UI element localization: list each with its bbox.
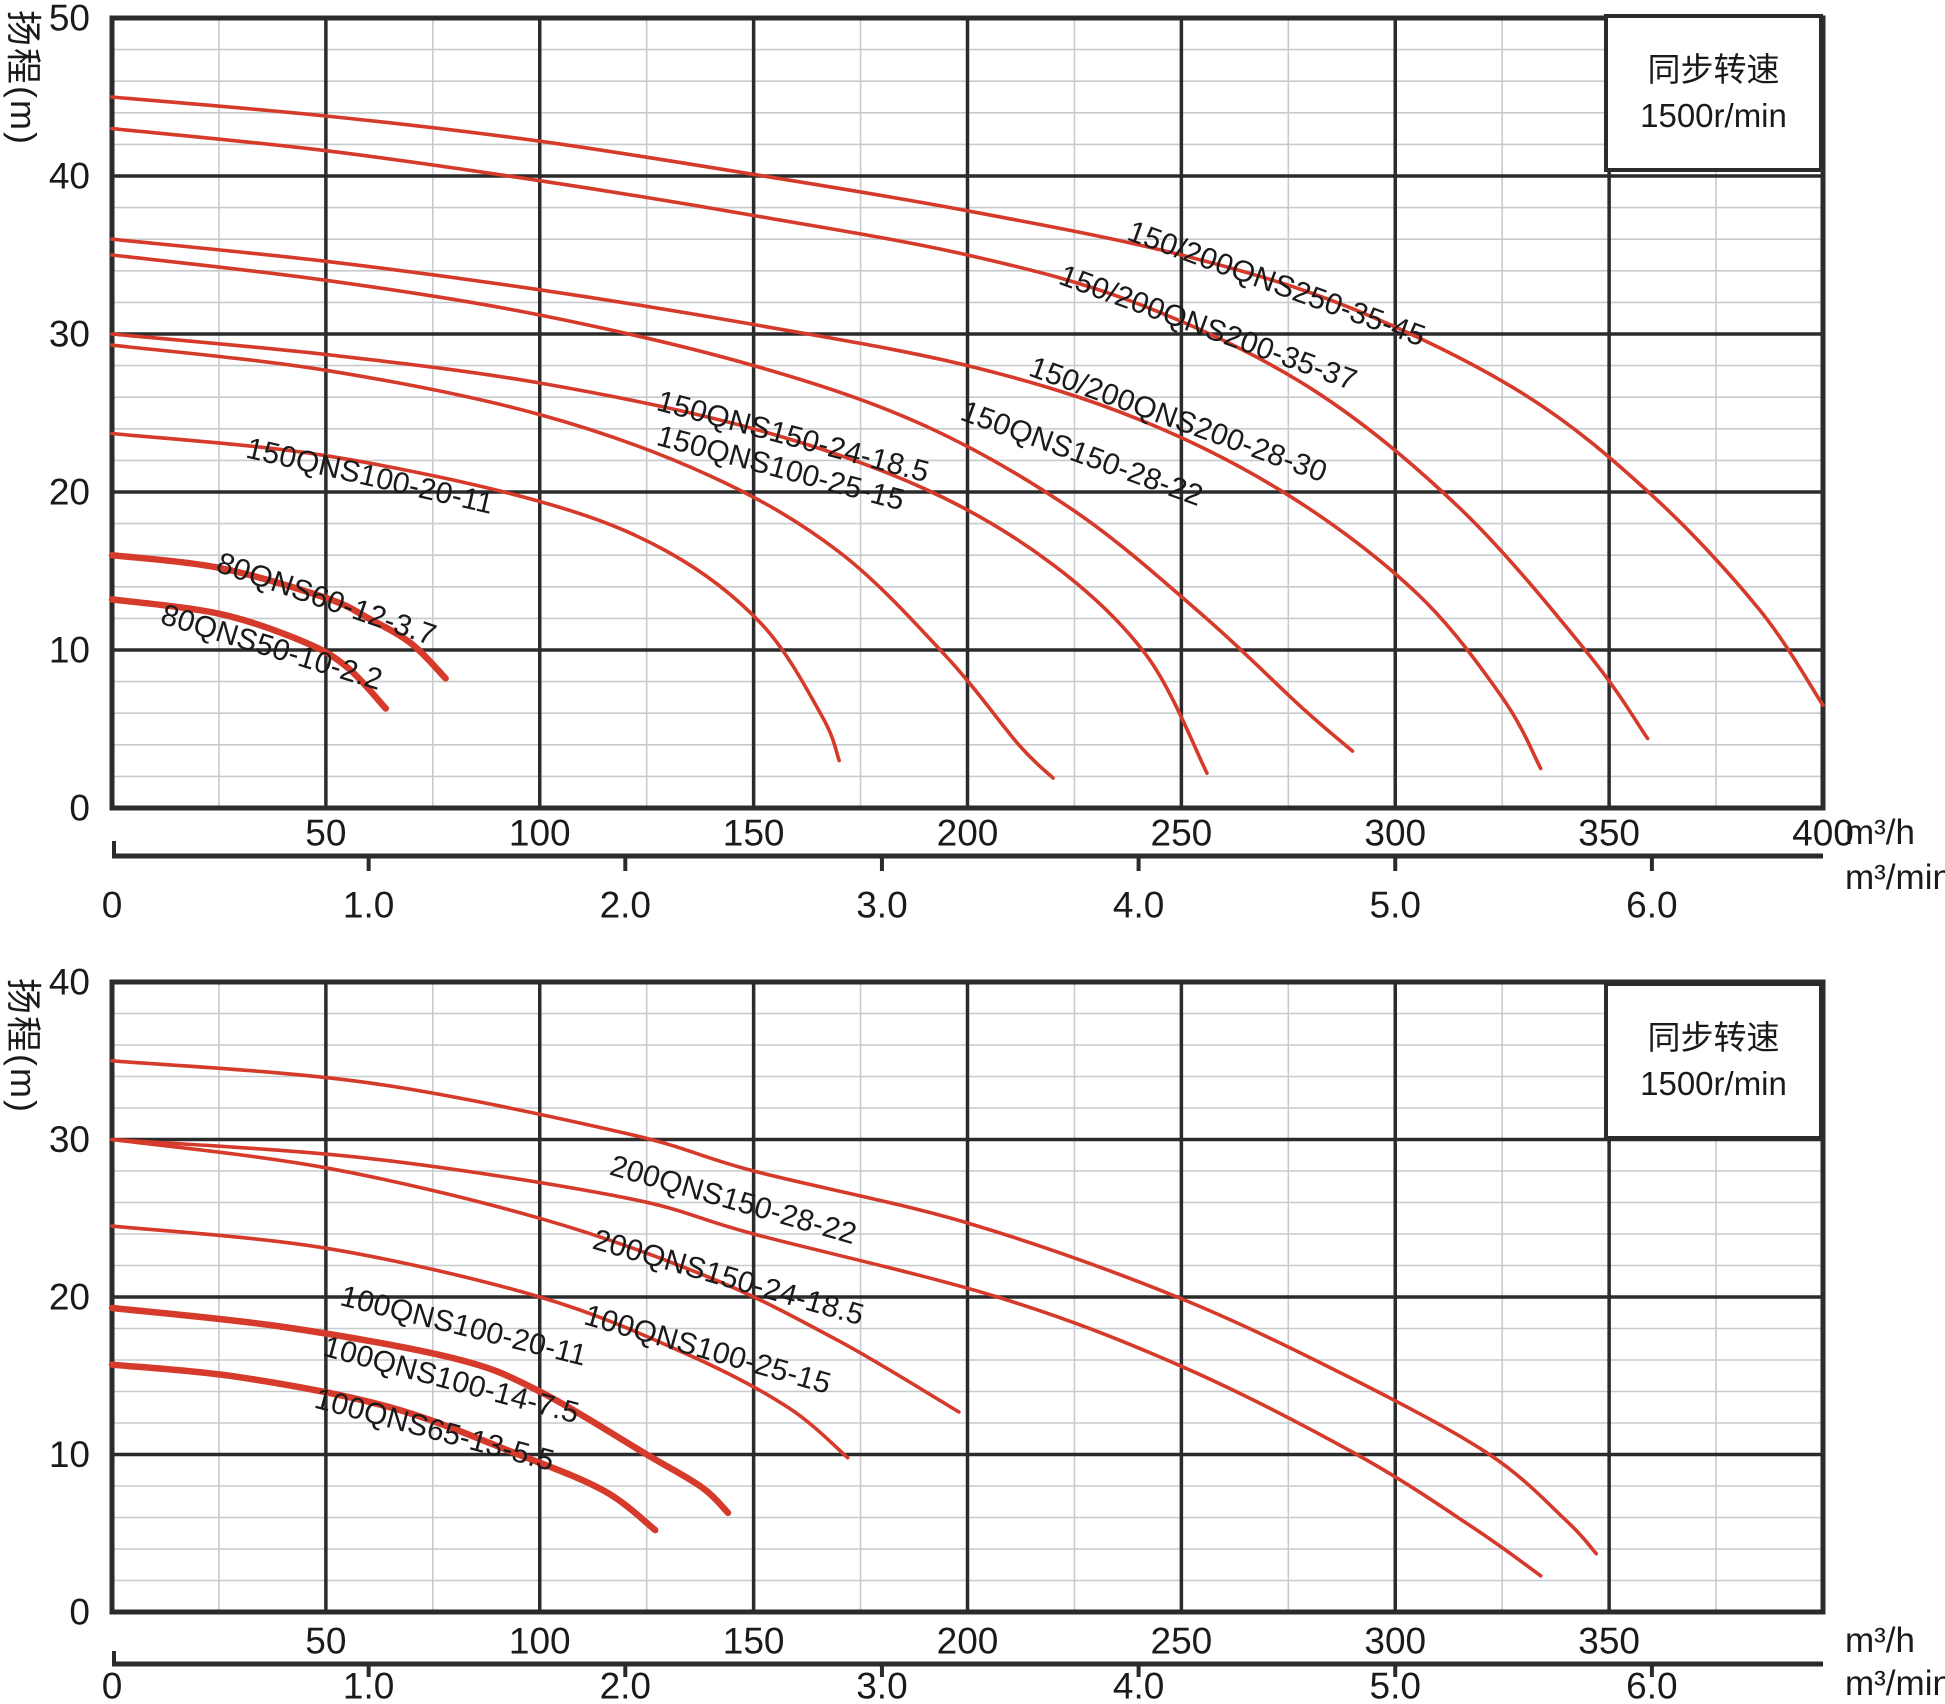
pump-curve-100QNS65-13-5.5 [108,1361,659,1534]
x-tick-label-m3h: 350 [1578,813,1640,854]
bottom-chart-legend: 同步转速 1500r/min [1604,982,1823,1140]
x-tick-label-m3h: 250 [1151,813,1213,854]
x-tick-label-m3min: 4.0 [1113,1666,1164,1704]
x-tick-label-m3min: 2.0 [600,885,651,926]
pump-curve-200QNS150-24-18.5 [110,1137,1543,1578]
x-tick-label-m3min: 2.0 [600,1666,651,1704]
bottom-chart-y-axis-title: 扬程(m) [3,978,44,1114]
pump-curve-200QNS150-28-22 [110,1059,1599,1556]
y-tick-label: 30 [49,314,90,355]
top-chart-flow-unit-m3h: m³/h [1845,813,1915,852]
x-tick-label-m3h: 250 [1151,1621,1213,1662]
chart-bottom: 0 10 20 30 40 50 100 150 200 250 300 350 0 1.0 2.0 3.0 4… [49,962,1826,1704]
top-chart-legend: 同步转速 1500r/min [1604,14,1823,172]
x-tick-label-m3min: 0 [102,1666,123,1704]
pump-curve-150QNS100-25-15 [110,343,1055,780]
bottom-chart-flow-unit-m3min: m³/min [1845,1664,1945,1703]
x-tick-label-m3min: 1.0 [343,885,394,926]
bottom-chart-flow-unit-m3h: m³/h [1845,1621,1915,1660]
chart-top: 0 10 20 30 40 50 50 100 150 200 250 300 350 400 0 1.0 2.… [49,0,1854,926]
pump-curve-80QNS60-12-3.7 [108,551,449,682]
pump-curve-100QNS100-14-7.5 [108,1304,732,1517]
pump-curve-150/200QNS200-35-37 [110,126,1650,741]
x-tick-label-m3h: 200 [937,1621,999,1662]
x-tick-label-m3h: 350 [1578,1621,1640,1662]
pump-curve-150/200QNS200-28-30 [110,237,1543,771]
y-tick-label: 10 [49,1434,90,1475]
x-tick-label-m3h: 300 [1364,813,1426,854]
pump-curve-100QNS100-25-15 [110,1137,961,1414]
x-tick-label-m3min: 1.0 [343,1666,394,1704]
top-chart-y-axis-title: 扬程(m) [3,10,44,146]
x-tick-label-m3min: 5.0 [1370,885,1421,926]
legend-sync-speed-label: 同步转速 [1647,1019,1780,1056]
x-tick-label-m3h: 200 [937,813,999,854]
pump-curve-150QNS100-20-11 [110,431,841,763]
top-chart-flow-unit-m3min: m³/min [1845,858,1945,897]
pump-curve-80QNS50-10-2.2 [108,596,390,712]
x-tick-label-m3h: 100 [509,1621,571,1662]
y-tick-label: 40 [49,962,90,1003]
x-tick-label-m3h: 150 [723,813,785,854]
x-tick-label-m3min: 6.0 [1626,1666,1677,1704]
x-tick-label-m3min: 3.0 [856,1666,907,1704]
y-tick-label: 10 [49,630,90,671]
y-tick-label: 40 [49,156,90,197]
legend-sync-speed-value: 1500r/min [1640,97,1787,134]
x-tick-label-m3h: 300 [1364,1621,1426,1662]
x-tick-label-m3h: 150 [723,1621,785,1662]
x-tick-label-m3min: 0 [102,885,123,926]
legend-sync-speed-value: 1500r/min [1640,1065,1787,1102]
pump-curve-150QNS150-24-18.5 [110,332,1209,775]
x-tick-label-m3h: 50 [305,1621,346,1662]
x-tick-label-m3min: 6.0 [1626,885,1677,926]
legend-sync-speed-label: 同步转速 [1647,51,1780,88]
pump-curve-100QNS100-20-11 [110,1224,850,1460]
pump-curve-150QNS150-28-22 [110,253,1355,753]
pump-curve-150/200QNS250-35-45 [110,95,1825,708]
y-tick-label: 20 [49,1277,90,1318]
x-tick-label-m3h: 400 [1792,813,1854,854]
x-tick-label-m3min: 5.0 [1370,1666,1421,1704]
y-tick-label: 0 [69,1592,90,1633]
x-tick-label-m3min: 4.0 [1113,885,1164,926]
y-tick-label: 20 [49,472,90,513]
y-tick-label: 30 [49,1119,90,1160]
x-tick-label-m3h: 100 [509,813,571,854]
curve-label-150QNS100-20-11: 150QNS100-20-11 [243,432,497,521]
x-tick-label-m3h: 50 [305,813,346,854]
y-tick-label: 50 [49,0,90,39]
x-tick-label-m3min: 3.0 [856,885,907,926]
y-tick-label: 0 [69,788,90,829]
